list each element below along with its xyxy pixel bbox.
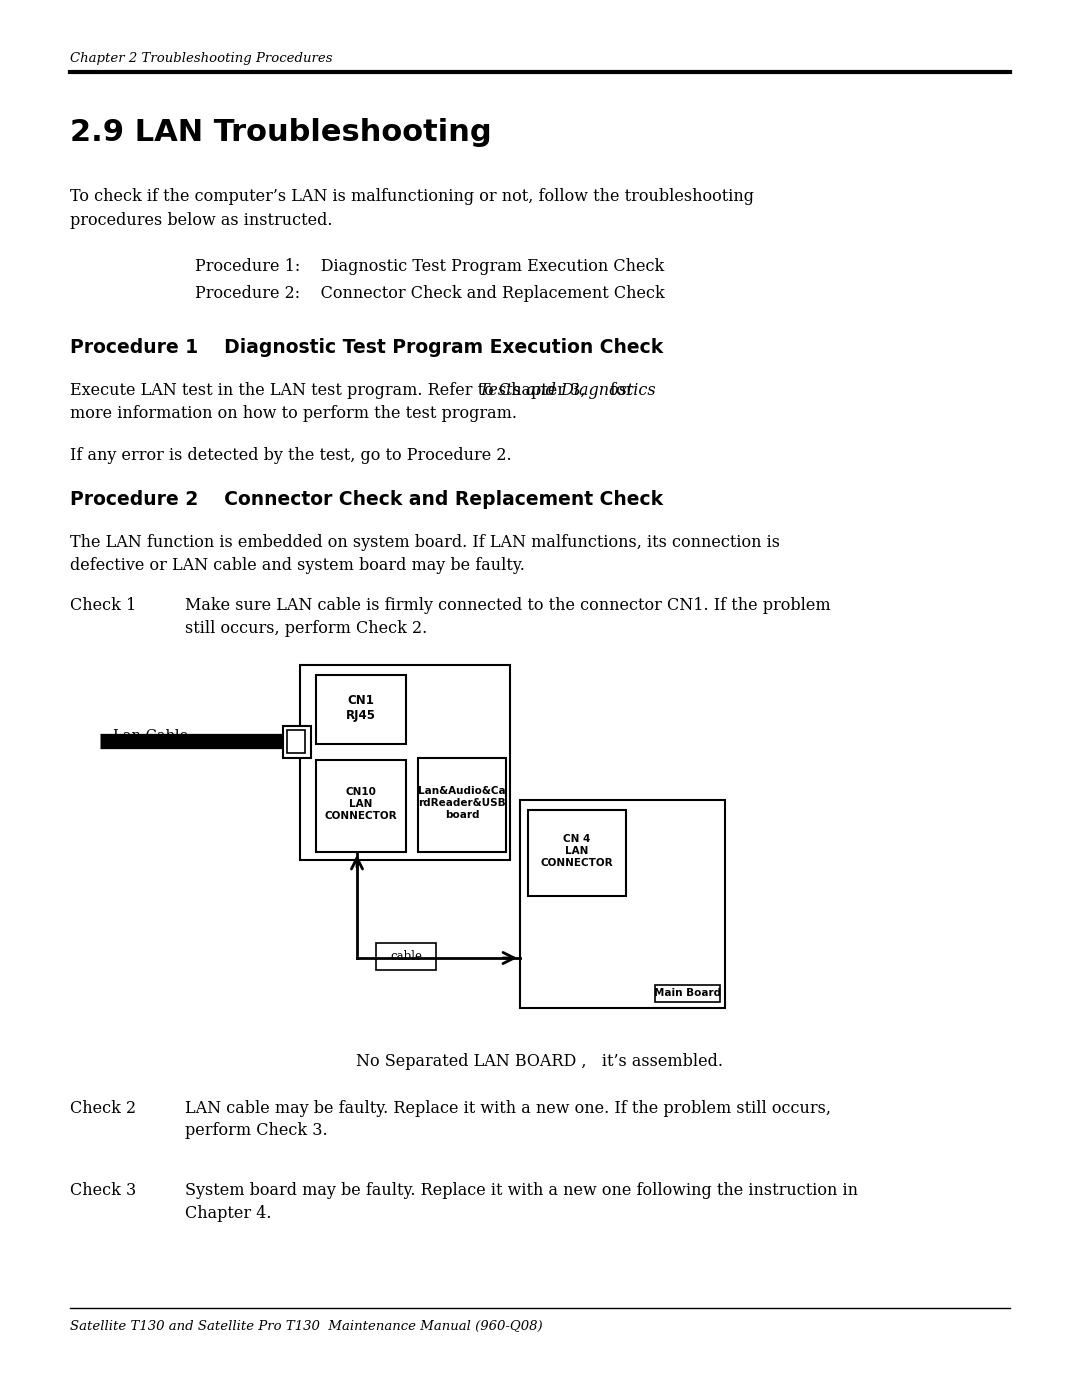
Bar bbox=[418, 759, 507, 852]
Bar bbox=[283, 726, 311, 759]
Text: Lan Cable: Lan Cable bbox=[113, 729, 188, 743]
Text: CN 4
LAN
CONNECTOR: CN 4 LAN CONNECTOR bbox=[541, 834, 613, 869]
Text: Lan&Audio&Ca
rdReader&USB
board: Lan&Audio&Ca rdReader&USB board bbox=[418, 785, 505, 820]
Bar bbox=[316, 760, 406, 852]
Text: Procedure 1:    Diagnostic Test Program Execution Check: Procedure 1: Diagnostic Test Program Exe… bbox=[195, 258, 664, 275]
Bar bbox=[316, 675, 406, 745]
Text: Tests and Diagnostics: Tests and Diagnostics bbox=[480, 381, 656, 400]
Text: Check 1: Check 1 bbox=[70, 597, 136, 615]
Bar bbox=[528, 810, 626, 895]
Text: 2.9 LAN Troubleshooting: 2.9 LAN Troubleshooting bbox=[70, 117, 491, 147]
Text: The LAN function is embedded on system board. If LAN malfunctions, its connectio: The LAN function is embedded on system b… bbox=[70, 534, 780, 550]
Text: Chapter 2 Troubleshooting Procedures: Chapter 2 Troubleshooting Procedures bbox=[70, 52, 333, 66]
Text: System board may be faulty. Replace it with a new one following the instruction : System board may be faulty. Replace it w… bbox=[185, 1182, 858, 1199]
Text: Satellite T130 and Satellite Pro T130  Maintenance Manual (960-Q08): Satellite T130 and Satellite Pro T130 Ma… bbox=[70, 1320, 542, 1333]
Text: Make sure LAN cable is firmly connected to the connector CN1. If the problem: Make sure LAN cable is firmly connected … bbox=[185, 597, 831, 615]
Bar bbox=[654, 985, 720, 1002]
Bar bbox=[376, 943, 436, 970]
Text: Check 3: Check 3 bbox=[70, 1182, 136, 1199]
Text: Execute LAN test in the LAN test program. Refer to Chapter 3,: Execute LAN test in the LAN test program… bbox=[70, 381, 591, 400]
Text: perform Check 3.: perform Check 3. bbox=[185, 1122, 327, 1139]
Text: No Separated LAN BOARD ,   it’s assembled.: No Separated LAN BOARD , it’s assembled. bbox=[356, 1053, 724, 1070]
Bar bbox=[300, 665, 510, 861]
Text: LAN cable may be faulty. Replace it with a new one. If the problem still occurs,: LAN cable may be faulty. Replace it with… bbox=[185, 1099, 831, 1118]
Text: CN10
LAN
CONNECTOR: CN10 LAN CONNECTOR bbox=[325, 787, 397, 821]
Text: Check 2: Check 2 bbox=[70, 1099, 136, 1118]
Text: To check if the computer’s LAN is malfunctioning or not, follow the troubleshoot: To check if the computer’s LAN is malfun… bbox=[70, 189, 754, 205]
Text: Procedure 1    Diagnostic Test Program Execution Check: Procedure 1 Diagnostic Test Program Exec… bbox=[70, 338, 663, 358]
Text: If any error is detected by the test, go to Procedure 2.: If any error is detected by the test, go… bbox=[70, 447, 512, 464]
Text: Main Board: Main Board bbox=[654, 988, 721, 997]
Text: more information on how to perform the test program.: more information on how to perform the t… bbox=[70, 405, 517, 422]
Text: cable: cable bbox=[390, 950, 422, 963]
Text: procedures below as instructed.: procedures below as instructed. bbox=[70, 212, 333, 229]
Text: for: for bbox=[605, 381, 634, 400]
Text: Procedure 2:    Connector Check and Replacement Check: Procedure 2: Connector Check and Replace… bbox=[195, 285, 665, 302]
Text: CN1
RJ45: CN1 RJ45 bbox=[346, 693, 376, 722]
Bar bbox=[287, 731, 305, 753]
Text: Chapter 4.: Chapter 4. bbox=[185, 1206, 271, 1222]
Text: Procedure 2    Connector Check and Replacement Check: Procedure 2 Connector Check and Replacem… bbox=[70, 490, 663, 509]
Text: still occurs, perform Check 2.: still occurs, perform Check 2. bbox=[185, 620, 428, 637]
Text: defective or LAN cable and system board may be faulty.: defective or LAN cable and system board … bbox=[70, 557, 525, 574]
Bar bbox=[519, 800, 725, 1009]
